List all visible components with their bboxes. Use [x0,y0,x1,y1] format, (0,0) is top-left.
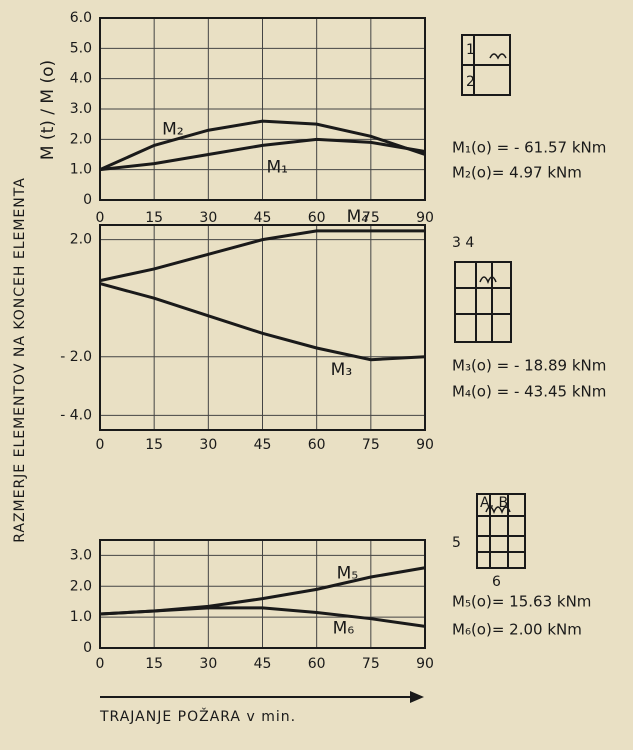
series-label: M₂ [162,119,183,139]
series-label: M₃ [331,360,352,380]
y-axis-label: RAZMERJE ELEMENTOV NA KONCEH ELEMENTA [12,177,28,543]
plot-frame [99,539,426,649]
x-tick-label: 30 [199,437,217,453]
y-tick-label: - 2.0 [60,349,92,365]
x-tick-label: 60 [308,656,326,672]
moment-annotation: M₅(o)= 15.63 kNm [452,593,591,611]
diagram-2 [454,261,512,343]
y-tick-label: 6.0 [70,10,92,26]
x-tick-label: 15 [145,656,163,672]
diagram-1 [461,34,511,96]
x-tick-label: 30 [199,210,217,226]
diagram-3 [476,493,526,569]
series-label: M₄ [347,207,369,227]
series-label: M₆ [333,619,355,639]
plot-frame [99,224,426,431]
x-tick-label: 75 [362,437,380,453]
series-line [99,229,425,283]
series-label: M₅ [337,563,358,583]
x-tick-label: 0 [96,210,105,226]
series-line [99,282,426,362]
x-tick-label: 45 [254,210,272,226]
x-tick-label: 0 [96,656,105,672]
y-tick-label: 2.0 [70,232,92,248]
series-label: M₁ [267,157,288,177]
x-tick-label: 75 [362,210,380,226]
moment-annotation: M₁(o) = - 61.57 kNm [452,139,606,157]
x-tick-label: 60 [308,437,326,453]
diagram-label: 6 [492,574,501,590]
moment-annotation: M₄(o) = - 43.45 kNm [452,383,606,401]
y-axis-unit: M (t) / M (o) [38,60,58,160]
series-line [99,119,426,172]
x-tick-label: 45 [254,656,272,672]
diagram-label: 5 [452,535,461,551]
moment-annotation: M₃(o) = - 18.89 kNm [452,357,606,375]
diagram-label: A, B [480,495,508,511]
y-tick-label: 2.0 [70,131,92,147]
x-tick-label: 60 [308,210,326,226]
moment-annotation: M₆(o)= 2.00 kNm [452,621,582,639]
y-tick-label: 2.0 [70,578,92,594]
x-tick-label: 30 [199,656,217,672]
y-tick-label: 0 [83,192,92,208]
diagram-label: 2 [466,74,475,90]
y-tick-label: 3.0 [70,101,92,117]
y-tick-label: 1.0 [70,609,92,625]
y-tick-label: 1.0 [70,162,92,178]
x-tick-label: 75 [362,656,380,672]
x-tick-label: 15 [145,437,163,453]
diagram-label: 3 4 [452,235,474,251]
arrow-head [410,691,424,703]
x-tick-label: 15 [145,210,163,226]
plot-frame [99,17,426,201]
y-tick-label: 0 [83,640,92,656]
x-tick-label: 90 [416,437,434,453]
moment-annotation: M₂(o)= 4.97 kNm [452,164,582,182]
x-tick-label: 90 [416,656,434,672]
diagram-label: 1 [466,42,475,58]
x-axis-label: TRAJANJE POŽARA v min. [99,707,296,725]
y-tick-label: 5.0 [70,40,92,56]
y-tick-label: 4.0 [70,71,92,87]
y-tick-label: - 4.0 [60,407,92,423]
x-tick-label: 45 [254,437,272,453]
x-tick-label: 90 [416,210,434,226]
series-line [99,137,426,172]
series-line [99,606,426,628]
x-tick-label: 0 [96,437,105,453]
y-tick-label: 3.0 [70,547,92,563]
